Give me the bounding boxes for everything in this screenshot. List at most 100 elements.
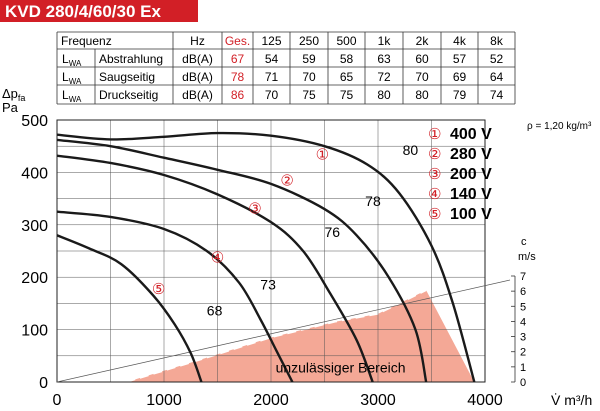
table-cell: 52 bbox=[490, 52, 504, 66]
restricted-area-label: unzulässiger Bereich bbox=[276, 360, 406, 376]
x-tick-label: 3000 bbox=[360, 392, 396, 409]
curve-marker: ④ bbox=[211, 250, 224, 267]
velocity-tick-label: 2 bbox=[520, 347, 526, 359]
table-cell: 74 bbox=[490, 88, 504, 102]
curve-db-label: 68 bbox=[207, 302, 223, 318]
series-curve bbox=[57, 138, 428, 382]
table-cell: 60 bbox=[415, 52, 429, 66]
table-cell: 58 bbox=[340, 52, 354, 66]
table-cell: 63 bbox=[377, 52, 391, 66]
x-tick-label: 4000 bbox=[467, 392, 503, 409]
legend-marker: ④ bbox=[428, 186, 441, 203]
x-axis-label: V̇ m³/h bbox=[551, 392, 592, 408]
velocity-tick-label: 5 bbox=[520, 301, 526, 313]
y-tick-label: 100 bbox=[21, 323, 48, 340]
legend-label: 400 V bbox=[450, 126, 492, 143]
velocity-tick-label: 4 bbox=[520, 316, 526, 328]
legend-label: 280 V bbox=[450, 146, 492, 163]
y-axis-unit: Pa bbox=[2, 100, 19, 115]
y-tick-label: 200 bbox=[21, 270, 48, 287]
table-cell: 64 bbox=[490, 70, 504, 84]
table-cell: 80 bbox=[415, 88, 429, 102]
curve-db-label: 80 bbox=[403, 142, 419, 158]
table-header-cell: 8k bbox=[490, 34, 504, 48]
table-cell: 70 bbox=[302, 70, 316, 84]
velocity-tick-label: 7 bbox=[520, 271, 526, 283]
y-tick-label: 300 bbox=[21, 218, 48, 235]
table-symbol: LWA bbox=[62, 52, 82, 68]
table-cell: 86 bbox=[231, 88, 245, 102]
density-note: ρ = 1,20 kg/m³ bbox=[527, 121, 592, 132]
legend-marker: ③ bbox=[428, 166, 441, 183]
table-unit: dB(A) bbox=[182, 52, 213, 66]
velocity-tick-label: 3 bbox=[520, 332, 526, 344]
velocity-tick-label: 0 bbox=[520, 377, 526, 389]
table-row-label: Druckseitig bbox=[99, 88, 158, 102]
title-bar bbox=[0, 0, 198, 22]
table-header-cell: 2k bbox=[416, 34, 430, 48]
table-header-cell: Hz bbox=[190, 34, 205, 48]
curve-db-label: 76 bbox=[325, 224, 341, 240]
curve-db-label: 78 bbox=[365, 193, 381, 209]
x-tick-label: 0 bbox=[53, 392, 62, 409]
table-cell: 65 bbox=[340, 70, 354, 84]
table-cell: 59 bbox=[302, 52, 316, 66]
table-header-cell: 500 bbox=[336, 34, 356, 48]
legend-label: 100 V bbox=[450, 206, 492, 223]
table-cell: 72 bbox=[377, 70, 391, 84]
table-header-cell: 125 bbox=[261, 34, 281, 48]
series-curve bbox=[57, 210, 294, 382]
series-curve bbox=[57, 154, 374, 382]
series-curve bbox=[57, 131, 476, 382]
x-tick-label: 1000 bbox=[146, 392, 182, 409]
table-row-label: Saugseitig bbox=[99, 70, 155, 84]
plot-frame bbox=[56, 119, 486, 383]
velocity-reference-line bbox=[56, 279, 511, 383]
velocity-tick-label: 1 bbox=[520, 362, 526, 374]
y-tick-label: 400 bbox=[21, 165, 48, 182]
table-cell: 67 bbox=[231, 52, 245, 66]
table-cell: 75 bbox=[302, 88, 316, 102]
table-header-cell: 250 bbox=[299, 34, 319, 48]
curve-marker: ③ bbox=[248, 200, 261, 217]
table-cell: 78 bbox=[231, 70, 245, 84]
legend-marker: ① bbox=[428, 126, 441, 143]
table-header-cell: 4k bbox=[453, 34, 467, 48]
velocity-axis-unit: m/s bbox=[518, 251, 536, 263]
legend-label: 140 V bbox=[450, 186, 492, 203]
legend-marker: ② bbox=[428, 146, 441, 163]
series-curve bbox=[57, 234, 203, 382]
curve-marker: ① bbox=[316, 146, 329, 163]
table-row-label: Abstrahlung bbox=[99, 52, 163, 66]
y-tick-label: 500 bbox=[21, 113, 48, 130]
velocity-axis-symbol: c bbox=[521, 236, 527, 248]
table-cell: 69 bbox=[453, 70, 467, 84]
restricted-area bbox=[126, 290, 475, 382]
table-cell: 80 bbox=[377, 88, 391, 102]
table-cell: 71 bbox=[265, 70, 279, 84]
page-title: KVD 280/4/60/30 Ex bbox=[5, 2, 161, 21]
sound-table: Frequenz Hz Ges. 125 250 500 1k 2k 4k 8k LWA Abstra… bbox=[56, 31, 516, 105]
curve-marker: ⑤ bbox=[152, 281, 165, 298]
velocity-tick-label: 6 bbox=[520, 286, 526, 298]
table-unit: dB(A) bbox=[182, 70, 213, 84]
y-tick-label: 0 bbox=[39, 375, 48, 392]
table-header-cell: Ges. bbox=[225, 34, 250, 48]
table-cell: 70 bbox=[415, 70, 429, 84]
table-cell: 70 bbox=[265, 88, 279, 102]
table-cell: 57 bbox=[453, 52, 467, 66]
y-axis-label: Δpfa bbox=[2, 86, 25, 103]
table-cell: 75 bbox=[340, 88, 354, 102]
table-symbol: LWA bbox=[62, 88, 82, 104]
curve-db-label: 73 bbox=[260, 276, 276, 292]
table-header-cell: Frequenz bbox=[61, 34, 112, 48]
curve-marker: ② bbox=[280, 173, 293, 190]
table-symbol: LWA bbox=[62, 70, 82, 86]
table-header-cell: 1k bbox=[378, 34, 392, 48]
table-unit: dB(A) bbox=[182, 88, 213, 102]
legend-marker: ⑤ bbox=[428, 206, 441, 223]
table-cell: 54 bbox=[265, 52, 279, 66]
table-cell: 79 bbox=[453, 88, 467, 102]
